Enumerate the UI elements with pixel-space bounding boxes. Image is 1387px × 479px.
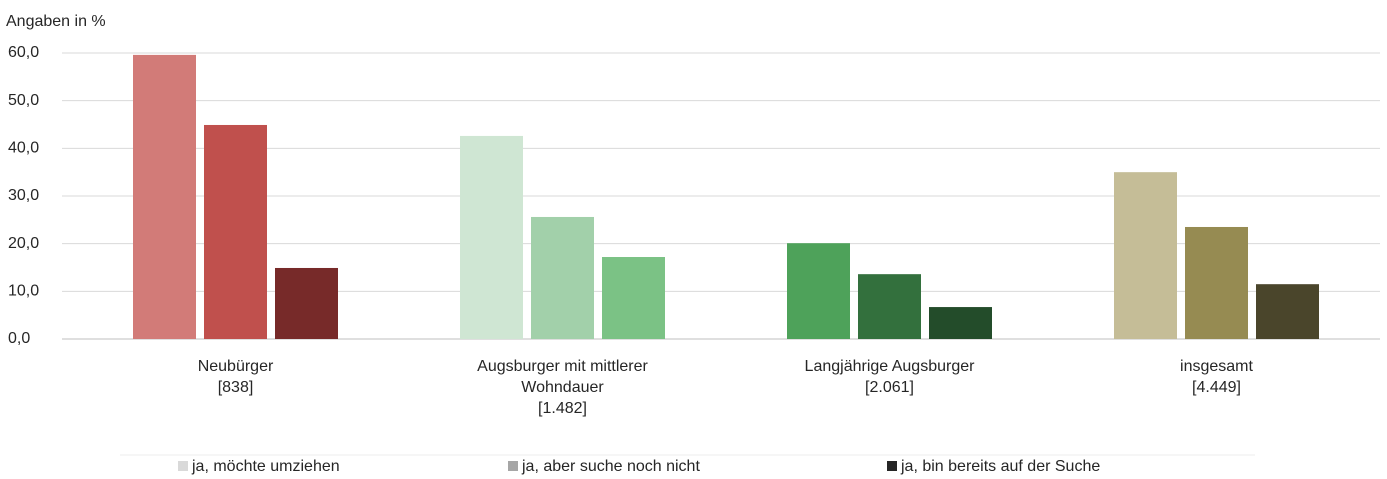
bar [1185,226,1248,339]
x-tick-label: Augsburger mit mittlerer [477,358,648,375]
bar [1256,284,1319,339]
bar [133,54,196,339]
x-tick-label: [2.061] [865,379,914,396]
y-tick-label: 40,0 [8,140,39,157]
x-tick-label: [1.482] [538,400,587,417]
legend-swatch [887,461,897,471]
legend-label: ja, bin bereits auf der Suche [900,458,1100,475]
bar [531,216,594,339]
y-tick-label: 50,0 [8,92,39,109]
bar [1114,172,1177,339]
bar [602,257,665,339]
x-tick-label: Langjährige Augsburger [805,358,976,375]
x-tick-label: [838] [218,379,254,396]
y-tick-label: 10,0 [8,283,39,300]
y-tick-label: 60,0 [8,44,39,61]
y-axis-label: Angaben in % [6,13,106,30]
bar [460,135,523,339]
y-tick-label: 0,0 [8,330,30,347]
legend-label: ja, möchte umziehen [191,458,340,475]
bar [787,243,850,339]
legend-swatch [508,461,518,471]
bar [858,274,921,339]
bar [275,267,338,339]
x-tick-label: insgesamt [1180,358,1253,375]
bar [204,124,267,339]
legend-swatch [178,461,188,471]
legend-label: ja, aber suche noch nicht [521,458,700,475]
x-tick-label: Neubürger [198,358,274,375]
y-tick-label: 20,0 [8,235,39,252]
x-tick-label: [4.449] [1192,379,1241,396]
bar [929,307,992,339]
x-tick-label: Wohndauer [521,379,604,396]
y-tick-label: 30,0 [8,187,39,204]
